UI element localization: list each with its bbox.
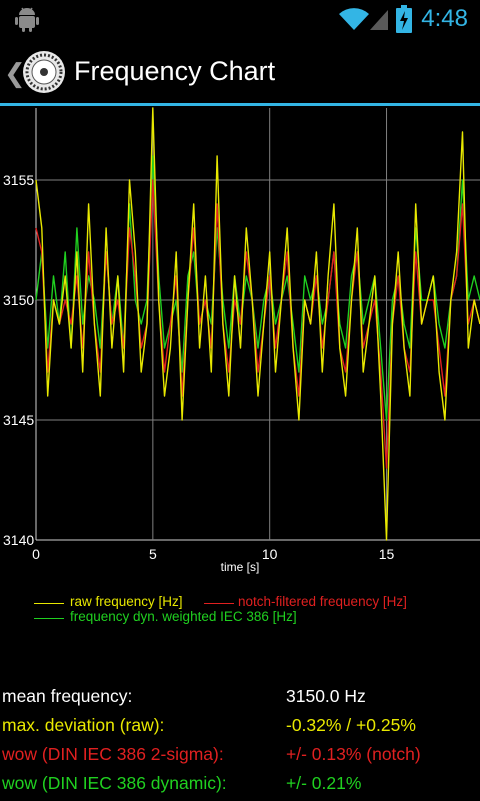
cell-signal-icon: [370, 10, 388, 30]
legend-label-notch: notch-filtered frequency [Hz]: [238, 594, 407, 609]
x-tick-label: 10: [262, 546, 278, 562]
x-axis-label: time [s]: [221, 560, 260, 574]
legend-swatch-raw: [34, 603, 64, 604]
x-tick-label: 5: [149, 546, 157, 562]
stat-maxdev-value: -0.32% / +0.25%: [286, 715, 416, 735]
action-bar: ❮ Frequency Chart: [0, 38, 480, 106]
stat-wow-notch-value: +/- 0.13% (notch): [286, 744, 421, 764]
status-bar: 4:48: [0, 0, 480, 38]
y-tick-label: 3155: [3, 172, 34, 188]
legend-swatch-weighted: [34, 618, 64, 619]
x-tick-label: 15: [379, 546, 395, 562]
stat-row-wow-notch: wow (DIN IEC 386 2-sigma): +/- 0.13% (no…: [0, 744, 480, 772]
stat-mean-label: mean frequency:: [2, 686, 133, 706]
android-debug-icon: [15, 7, 39, 32]
stat-wow-dynamic-value: +/- 0.21%: [286, 773, 362, 793]
legend-swatch-notch: [204, 603, 234, 604]
frequency-chart-svg: 0 5 10 15 3140 3145 3150 3155 time [s]: [3, 107, 480, 574]
stat-wow-notch-label: wow (DIN IEC 386 2-sigma):: [2, 744, 224, 764]
stat-maxdev-label: max. deviation (raw):: [2, 715, 165, 735]
chart-series: [35, 107, 480, 541]
y-tick-label: 3140: [3, 532, 34, 548]
stat-mean-value: 3150.0 Hz: [286, 686, 366, 706]
legend-label-raw: raw frequency [Hz]: [70, 594, 183, 609]
series-line-raw: [35, 107, 480, 541]
stat-row-mean: mean frequency: 3150.0 Hz: [0, 686, 480, 714]
stat-row-wow-dynamic: wow (DIN IEC 386 dynamic): +/- 0.21%: [0, 773, 480, 801]
page-title: Frequency Chart: [74, 56, 276, 86]
stat-wow-dynamic-label: wow (DIN IEC 386 dynamic):: [2, 773, 227, 793]
chart-legend: raw frequency [Hz] notch-filtered freque…: [0, 592, 480, 632]
legend-label-weighted: frequency dyn. weighted IEC 386 [Hz]: [70, 609, 297, 624]
y-tick-label: 3150: [3, 292, 34, 308]
reel-icon[interactable]: [22, 50, 66, 94]
chart-tick-labels: 0 5 10 15 3140 3145 3150 3155: [3, 172, 395, 562]
wifi-icon: [339, 8, 369, 31]
battery-charging-icon: [396, 5, 412, 33]
up-caret-icon[interactable]: ❮: [4, 58, 26, 88]
action-bar-divider: [0, 103, 480, 106]
stat-row-maxdev: max. deviation (raw): -0.32% / +0.25%: [0, 715, 480, 743]
frequency-chart[interactable]: 0 5 10 15 3140 3145 3150 3155 time [s]: [0, 106, 480, 586]
y-tick-label: 3145: [3, 412, 34, 428]
x-tick-label: 0: [32, 546, 40, 562]
status-clock: 4:48: [421, 5, 468, 32]
